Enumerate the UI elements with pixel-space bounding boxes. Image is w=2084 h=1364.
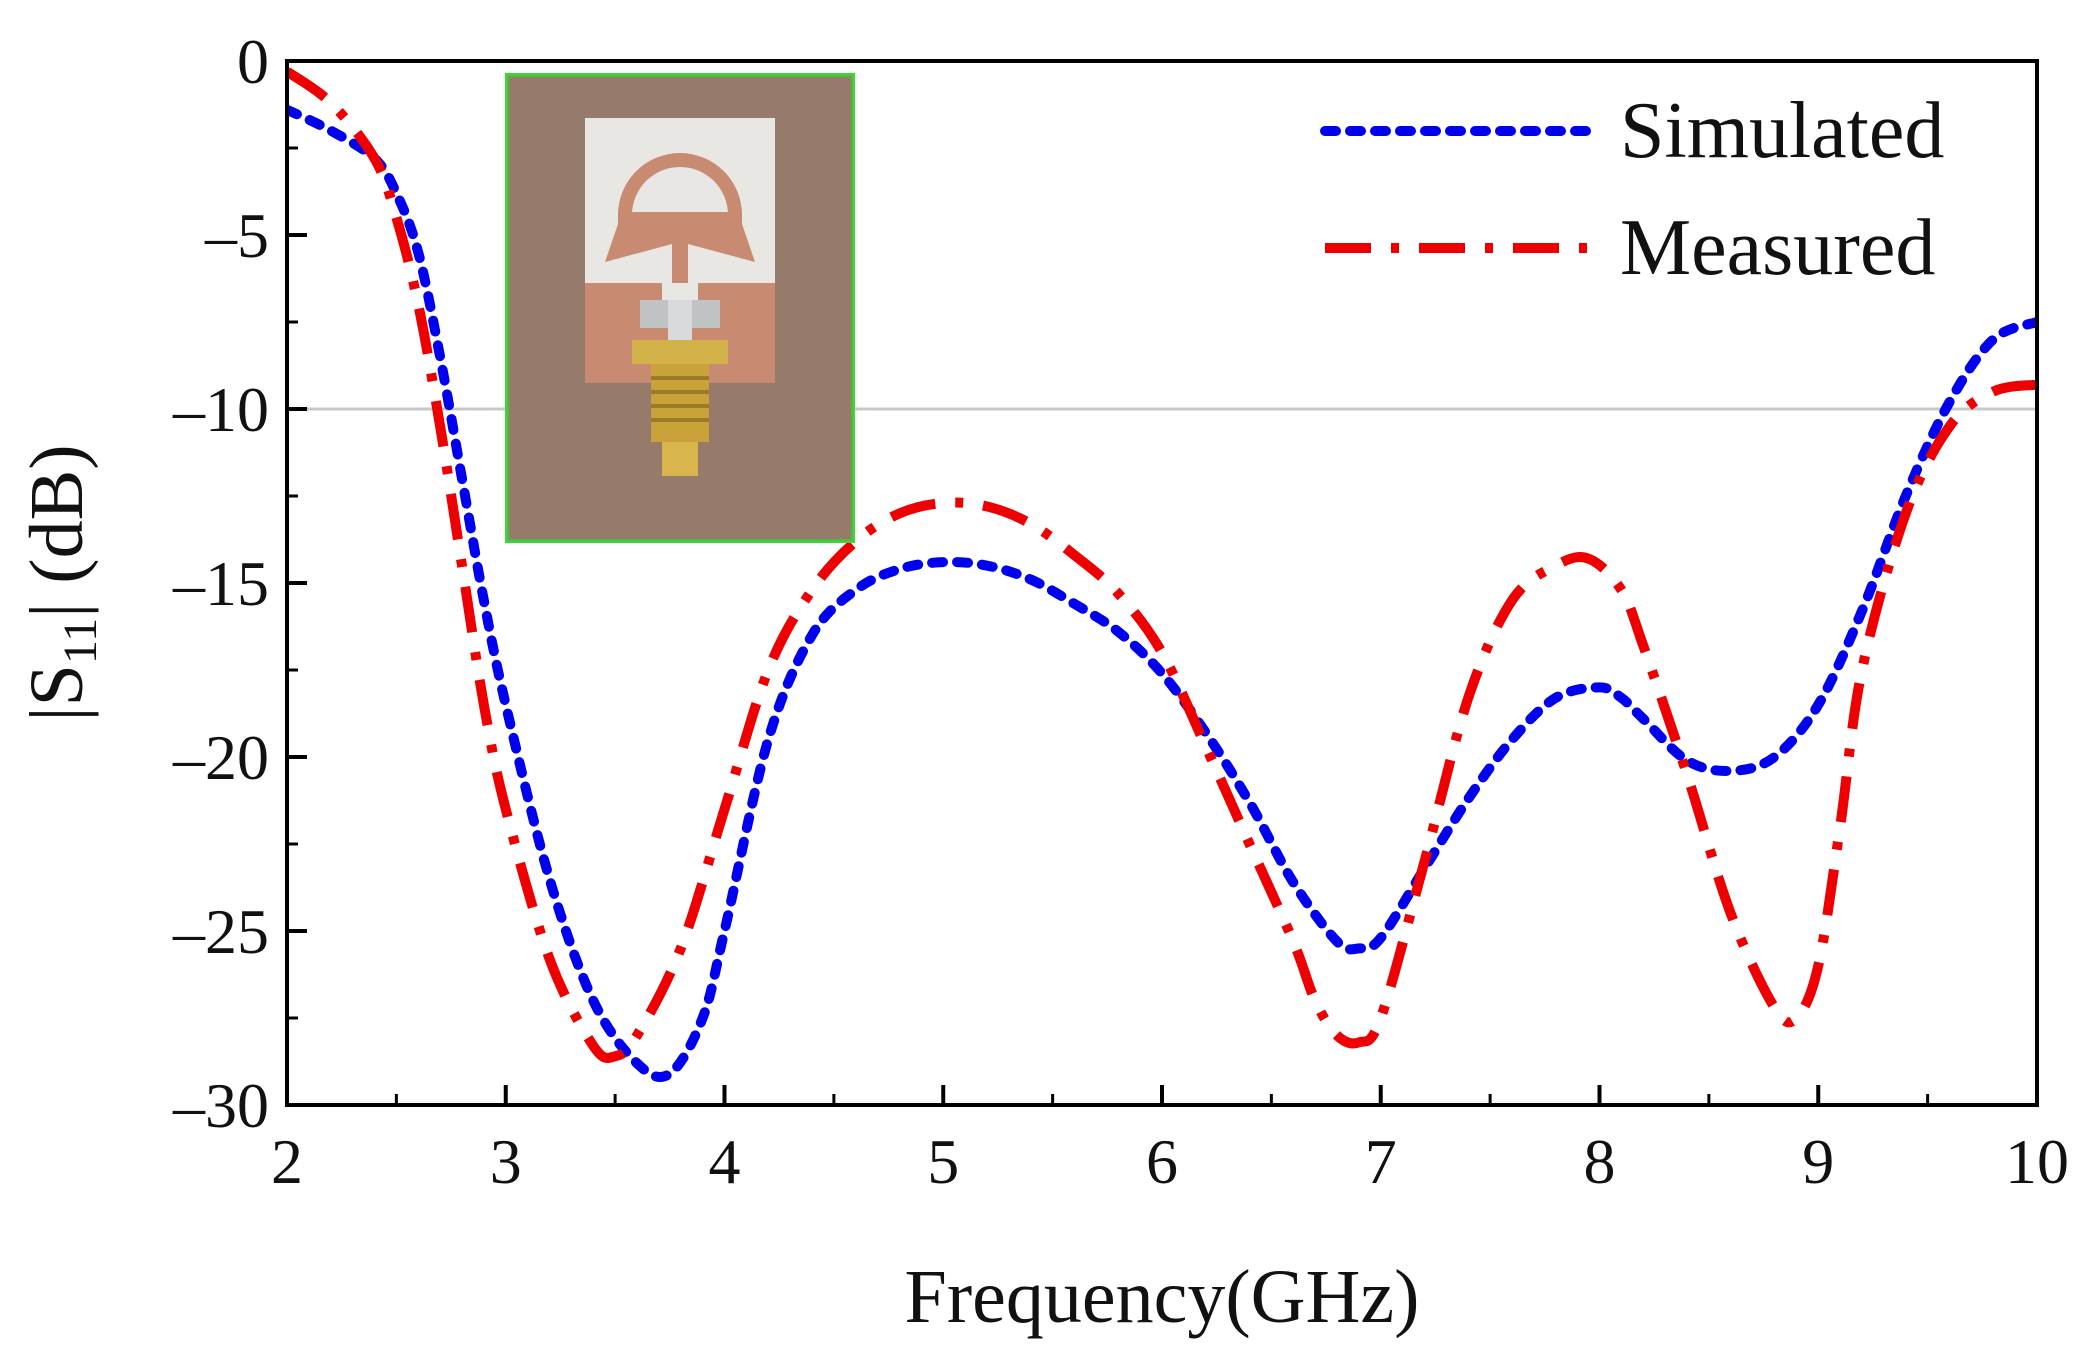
y-tick-label: –15 — [172, 548, 269, 619]
x-axis: 2 3 4 5 6 7 8 9 10 — [271, 1085, 2069, 1197]
x-tick-label: 8 — [1584, 1126, 1616, 1197]
series-line-simulated — [287, 104, 2037, 1082]
y-axis-title: |S11| (dB) — [15, 444, 107, 721]
y-tick-label: –25 — [172, 896, 269, 967]
y-axis: 0 –5 –10 –15 –20 –25 –30 — [172, 26, 307, 1141]
series-line-measured — [287, 67, 2037, 1064]
antenna-photo-icon — [585, 118, 775, 476]
y-tick-label: –30 — [172, 1070, 269, 1141]
x-tick-label: 7 — [1365, 1126, 1397, 1197]
y-tick-label: –20 — [172, 722, 269, 793]
x-tick-label: 6 — [1146, 1126, 1178, 1197]
y-tick-label: –5 — [204, 200, 269, 271]
antenna-photo-inset — [505, 73, 855, 543]
x-tick-label: 9 — [1802, 1126, 1834, 1197]
x-tick-label: 4 — [709, 1126, 741, 1197]
y-tick-label: –10 — [172, 374, 269, 445]
legend-label-simulated: Simulated — [1620, 87, 1944, 175]
x-tick-label: 5 — [927, 1126, 959, 1197]
legend-label-measured: Measured — [1620, 204, 1935, 292]
x-axis-title: Frequency(GHz) — [905, 1255, 1420, 1339]
x-tick-label: 10 — [2005, 1126, 2069, 1197]
x-tick-label: 2 — [271, 1126, 303, 1197]
legend: Simulated Measured — [1320, 87, 1944, 292]
x-tick-label: 3 — [490, 1126, 522, 1197]
y-tick-label: 0 — [237, 26, 269, 97]
